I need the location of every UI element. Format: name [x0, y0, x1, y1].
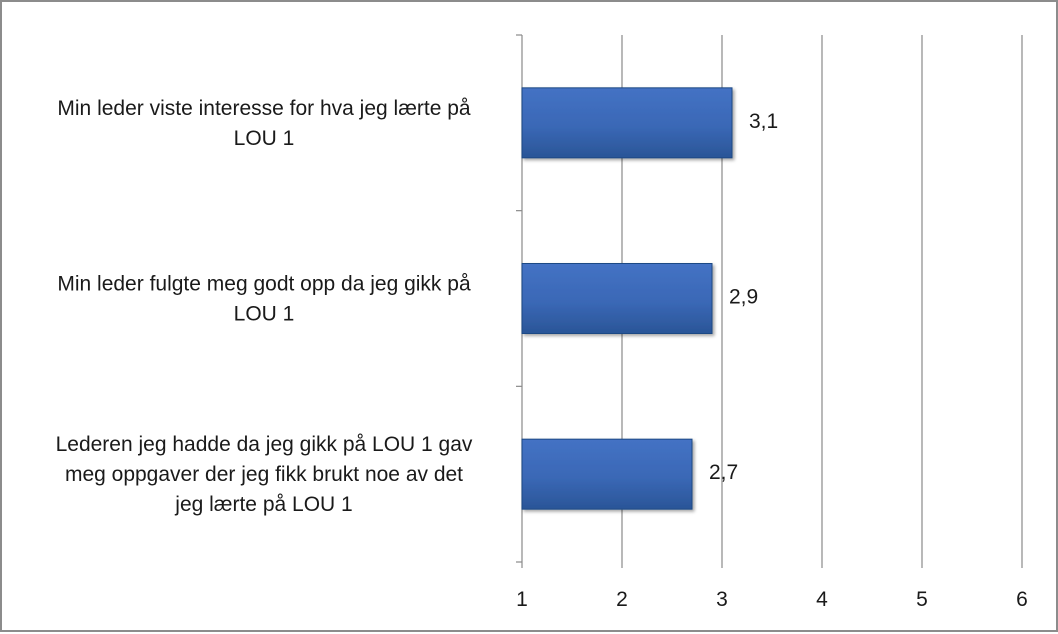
- category-label-line: Lederen jeg hadde da jeg gikk på LOU 1 g…: [56, 433, 473, 456]
- x-tick-label: 3: [716, 588, 728, 611]
- category-label: Lederen jeg hadde da jeg gikk på LOU 1 g…: [56, 433, 473, 516]
- x-tick-label: 4: [816, 588, 828, 611]
- data-label: 3,1: [749, 110, 778, 133]
- x-tick-label: 5: [916, 588, 928, 611]
- bar: [521, 438, 693, 510]
- category-label-line: meg oppgaver der jeg fikk brukt noe av d…: [65, 463, 463, 486]
- category-label-line: Min leder fulgte meg godt opp da jeg gik…: [57, 273, 471, 296]
- x-tick-label: 1: [516, 588, 528, 611]
- bar: [521, 263, 713, 334]
- category-label-line: LOU 1: [234, 303, 295, 326]
- category-label-line: LOU 1: [234, 127, 295, 150]
- category-label: Min leder viste interesse for hva jeg læ…: [57, 97, 471, 150]
- x-tick-label: 6: [1016, 588, 1028, 611]
- category-label-line: jeg lærte på LOU 1: [174, 493, 352, 516]
- data-label: 2,9: [729, 286, 758, 309]
- data-label: 2,7: [709, 461, 738, 484]
- x-tick-label: 2: [616, 588, 628, 611]
- category-label: Min leder fulgte meg godt opp da jeg gik…: [57, 273, 471, 326]
- bar: [521, 87, 733, 159]
- category-label-line: Min leder viste interesse for hva jeg læ…: [57, 97, 471, 120]
